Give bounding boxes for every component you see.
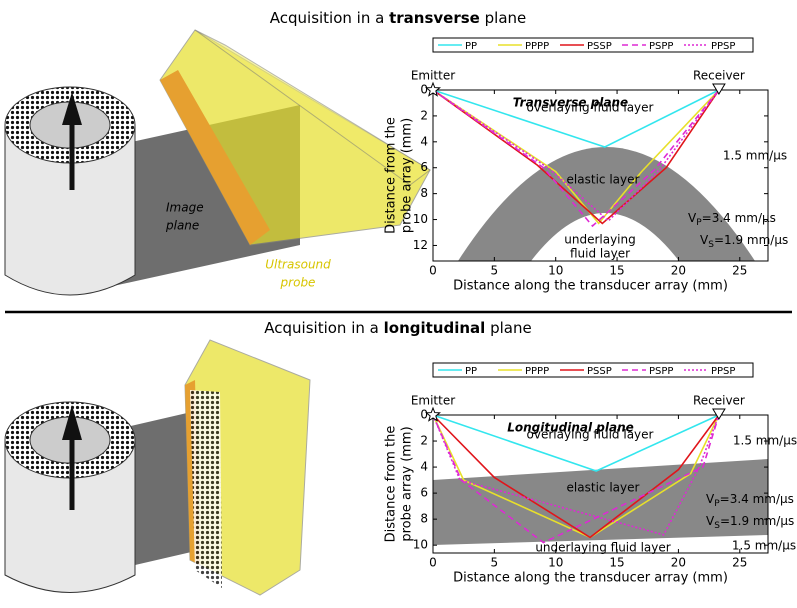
y-tick-label: 6 [420, 160, 428, 174]
annotation-text: =1.9 mm/μs [714, 233, 788, 247]
annotation: VP=3.4 mm/μs [688, 211, 776, 228]
legend-label: PSSP [587, 366, 612, 377]
y-tick-label: 4 [420, 134, 428, 148]
annotation: 1.5 mm/μs [733, 434, 797, 448]
y-tick-label: 4 [420, 460, 428, 474]
legend-label: PPSP [711, 41, 735, 52]
x-tick-label: 5 [491, 264, 499, 278]
illustration-label: Ultrasound [265, 258, 331, 272]
x-axis-label: Distance along the transducer array (mm) [453, 571, 728, 586]
legend-label: PPPP [525, 41, 549, 52]
annotation: 1.5 mm/μs [723, 149, 787, 163]
legend-label: PSSP [587, 41, 612, 52]
x-tick-label: 20 [671, 264, 686, 278]
annotation: elastic layer [567, 481, 640, 495]
x-tick-label: 15 [609, 264, 624, 278]
y-tick-label: 0 [420, 408, 428, 422]
legend-label: PP [465, 366, 477, 377]
y-tick-label: 8 [420, 186, 428, 200]
legend-label: PSPP [649, 366, 673, 377]
legend-label: PPPP [525, 366, 549, 377]
receiver-label: Receiver [693, 394, 745, 408]
y-tick-label: 2 [420, 108, 428, 122]
x-tick-label: 20 [671, 556, 686, 570]
illustration-label: Image [166, 201, 204, 215]
y-axis-label: Distance from the [384, 426, 399, 543]
x-tick-label: 10 [548, 264, 563, 278]
annotation-text: =1.9 mm/μs [720, 514, 794, 528]
illustration-label: probe [280, 276, 316, 290]
heading-text: plane [490, 319, 532, 337]
y-axis-label: probe array (mm) [400, 426, 415, 541]
receiver-label: Receiver [693, 69, 745, 83]
x-tick-label: 15 [609, 556, 624, 570]
heading-bold: transverse [389, 9, 480, 27]
x-tick-label: 0 [429, 264, 437, 278]
illustration: Image plane Ultrasound probe [0, 30, 430, 295]
y-axis-label: probe array (mm) [400, 118, 415, 233]
x-tick-label: 25 [732, 264, 747, 278]
annotation: overlaying fluid layer [527, 428, 654, 442]
annotation: underlaying [564, 233, 636, 247]
y-tick-label: 12 [413, 238, 428, 252]
annotation-text: =3.4 mm/μs [702, 211, 776, 225]
y-tick-label: 10 [413, 212, 428, 226]
annotation: elastic layer [567, 173, 640, 187]
y-tick-label: 10 [413, 538, 428, 552]
x-tick-label: 0 [429, 556, 437, 570]
figure: Acquisition in a transverse plane Acquis… [0, 0, 797, 604]
y-tick-label: 0 [420, 83, 428, 97]
emitter-label: Emitter [411, 69, 455, 83]
heading-bold: longitudinal [384, 319, 486, 337]
x-tick-label: 10 [548, 556, 563, 570]
heading-text: Acquisition in a [264, 319, 379, 337]
illustration [5, 340, 310, 595]
annotation: 1.5 mm/μs [732, 539, 796, 553]
emitter-label: Emitter [411, 394, 455, 408]
annotation: overlaying fluid layer [527, 101, 654, 115]
annotation-text: =3.4 mm/μs [720, 492, 794, 506]
x-axis-label: Distance along the transducer array (mm) [453, 279, 728, 294]
heading: Acquisition in a longitudinal plane [264, 319, 531, 337]
page: Acquisition in a transverse plane Acquis… [0, 0, 797, 608]
legend-label: PPSP [711, 366, 735, 377]
x-tick-label: 25 [732, 556, 747, 570]
y-tick-label: 6 [420, 486, 428, 500]
y-tick-label: 2 [420, 434, 428, 448]
annotation: underlaying fluid layer [535, 541, 670, 555]
x-tick-label: 5 [491, 556, 499, 570]
heading-text: plane [485, 9, 527, 27]
legend-label: PP [465, 41, 477, 52]
illustration-label: plane [165, 219, 199, 233]
legend-label: PSPP [649, 41, 673, 52]
y-axis-label: Distance from the [384, 117, 399, 234]
heading-text: Acquisition in a [270, 9, 385, 27]
heading: Acquisition in a transverse plane [270, 9, 527, 27]
y-tick-label: 8 [420, 512, 428, 526]
annotation: fluid layer [570, 247, 630, 261]
